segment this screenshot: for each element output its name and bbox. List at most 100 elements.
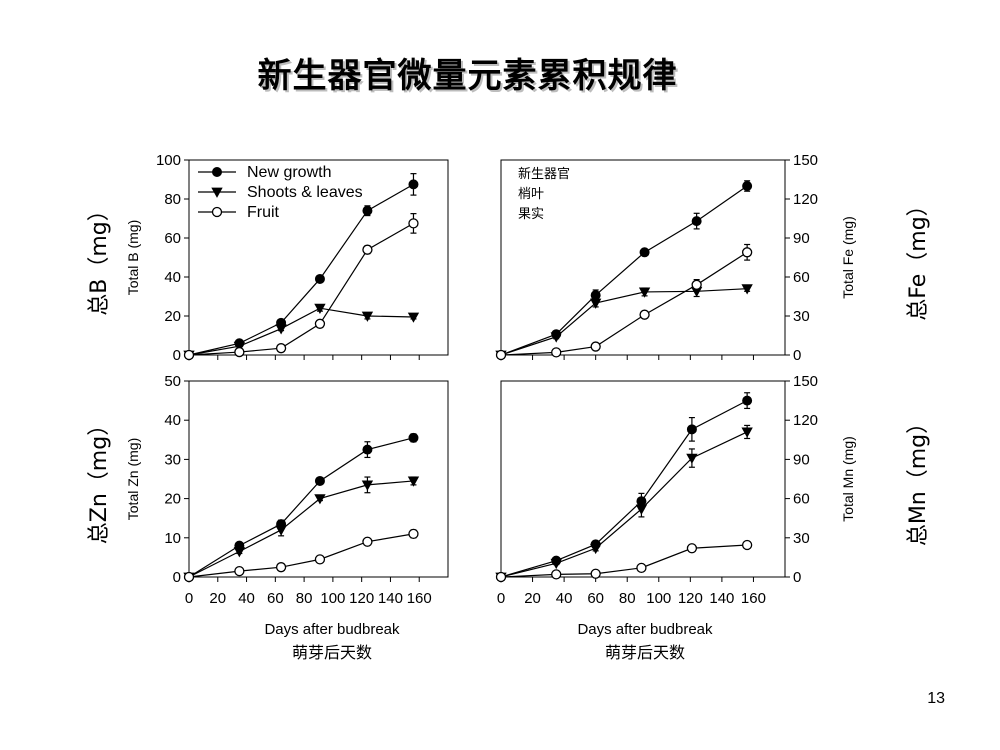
data-point — [495, 571, 507, 583]
legend-label: Fruit — [247, 204, 280, 221]
y-axis-label: Total Fe (mg) — [840, 216, 856, 298]
y-tick-label: 60 — [793, 491, 810, 508]
data-point — [550, 558, 562, 570]
y-tick-label: 120 — [793, 191, 818, 208]
y-axis-label: Total B (mg) — [125, 220, 141, 295]
series-new-growth — [184, 173, 419, 360]
data-point — [741, 539, 753, 551]
data-point — [590, 341, 601, 352]
data-point — [590, 290, 601, 301]
series-new-growth — [184, 432, 419, 582]
series-fruit — [183, 213, 419, 361]
x-tick-label: 160 — [741, 590, 766, 607]
x-tick-label: 0 — [185, 590, 193, 607]
legend: New growth Shoots & leaves Fruit — [198, 164, 363, 221]
x-axis-label-cn: 萌芽后天数 — [292, 643, 372, 662]
y-tick-label: 0 — [173, 569, 181, 586]
series-shoots-leaves — [495, 424, 753, 583]
data-point — [407, 476, 420, 487]
y-tick-label: 60 — [164, 230, 181, 247]
data-point — [361, 311, 374, 322]
y-axis-label-cn: 总Zn（mg） — [87, 414, 112, 544]
x-tick-label: 80 — [619, 590, 636, 607]
series-shoots-leaves — [183, 476, 420, 583]
data-point — [742, 181, 753, 191]
y-axis-label-cn: 总Mn（mg） — [906, 412, 931, 546]
series-line — [188, 307, 414, 356]
series-fruit — [183, 528, 419, 583]
page-number: 13 — [927, 690, 945, 707]
series-line — [500, 251, 748, 356]
data-point — [275, 343, 287, 354]
y-tick-label: 0 — [173, 347, 181, 364]
series-line — [188, 437, 414, 578]
series-line — [500, 288, 748, 356]
data-point — [408, 528, 419, 540]
plot-frame — [188, 159, 449, 356]
x-tick-label: 40 — [238, 590, 255, 607]
x-axis-label: Days after budbreak — [577, 621, 713, 638]
x-tick-label: 0 — [497, 590, 505, 607]
x-tick-label: 140 — [709, 590, 734, 607]
data-point — [551, 347, 562, 358]
data-point — [741, 427, 753, 438]
data-point — [361, 480, 374, 491]
legend-marker — [211, 187, 223, 198]
x-tick-label: 160 — [407, 590, 432, 607]
series-line — [500, 185, 748, 356]
y-tick-label: 30 — [793, 530, 810, 547]
series-line — [188, 480, 414, 578]
y-tick-label: 10 — [164, 530, 181, 547]
series-fruit — [495, 243, 753, 361]
y-tick-label: 100 — [156, 152, 181, 169]
data-point — [314, 273, 325, 284]
y-tick-label: 60 — [793, 269, 810, 286]
data-point — [636, 562, 647, 574]
x-tick-label: 20 — [209, 590, 226, 607]
legend-marker — [211, 206, 223, 218]
data-point — [408, 218, 419, 229]
legend-label: New growth — [247, 164, 331, 181]
x-axis-label-cn: 萌芽后天数 — [605, 643, 685, 662]
series-line — [500, 431, 748, 578]
y-tick-label: 0 — [793, 569, 801, 586]
x-tick-label: 100 — [646, 590, 671, 607]
x-axis-label: Days after budbreak — [264, 621, 400, 638]
legend-label-cn: 果实 — [518, 207, 544, 222]
x-tick-label: 60 — [587, 590, 604, 607]
x-tick-label: 80 — [296, 590, 313, 607]
legend-label-cn: 新生器官 — [518, 166, 570, 182]
data-point — [314, 494, 326, 505]
data-point — [639, 309, 650, 320]
data-point — [275, 324, 287, 335]
data-point — [183, 571, 195, 583]
panel-top-right: 0 30 60 90 120 150 Total Fe (mg) 总Fe（mg） — [495, 152, 931, 364]
y-tick-label: 90 — [793, 230, 810, 247]
x-tick-label: 120 — [678, 590, 703, 607]
legend-label-cn: 梢叶 — [518, 187, 544, 202]
data-point — [275, 525, 287, 536]
data-point — [408, 179, 419, 190]
y-tick-label: 30 — [164, 451, 181, 468]
y-axis-label-cn: 总B（mg） — [87, 199, 112, 316]
series-new-growth — [496, 392, 753, 582]
data-point — [691, 216, 702, 227]
y-tick-label: 120 — [793, 412, 818, 429]
x-tick-label: 40 — [556, 590, 573, 607]
y-tick-label: 40 — [164, 269, 181, 286]
plot-frame — [500, 380, 786, 578]
data-point — [233, 547, 246, 558]
plot-frame — [188, 380, 449, 578]
panel-bottom-right: 0 30 60 90 120 150 0 20 40 60 80 100 120 140 160 Total … — [495, 373, 931, 607]
data-point — [408, 432, 419, 443]
data-point — [635, 504, 648, 515]
data-point — [234, 346, 245, 358]
series-line — [188, 533, 414, 578]
series-line — [188, 183, 414, 356]
data-point — [551, 569, 562, 580]
data-point — [590, 568, 601, 579]
y-tick-label: 80 — [164, 191, 181, 208]
data-point — [741, 247, 753, 258]
slide-title: 新生器官微量元素累积规律 — [257, 56, 678, 96]
